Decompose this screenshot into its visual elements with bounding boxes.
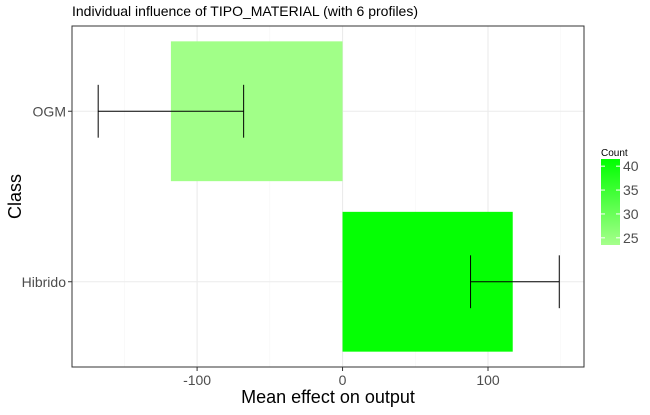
- y-tick-label: Hibrido: [22, 274, 67, 290]
- legend-title: Count: [601, 148, 628, 159]
- x-tick-label: -100: [183, 372, 211, 388]
- panel-border: [71, 25, 585, 368]
- legend-colorbar: [601, 159, 620, 245]
- legend-tick-label: 35: [623, 182, 639, 198]
- legend-tick-label: 25: [623, 230, 639, 246]
- y-tick-label: OGM: [33, 103, 66, 119]
- error-bar-ogm: [97, 84, 245, 138]
- legend: Count 25 30 35 40: [601, 148, 639, 246]
- y-axis-title: Class: [5, 174, 25, 219]
- legend-tick-label: 30: [623, 206, 639, 222]
- x-tick-label: 100: [476, 372, 500, 388]
- legend-tick-label: 40: [623, 158, 639, 174]
- x-axis-title: Mean effect on output: [241, 387, 415, 407]
- error-bar-hibrido: [470, 255, 560, 309]
- x-tick-label: 0: [339, 372, 347, 388]
- chart-title: Individual influence of TIPO_MATERIAL (w…: [72, 3, 418, 19]
